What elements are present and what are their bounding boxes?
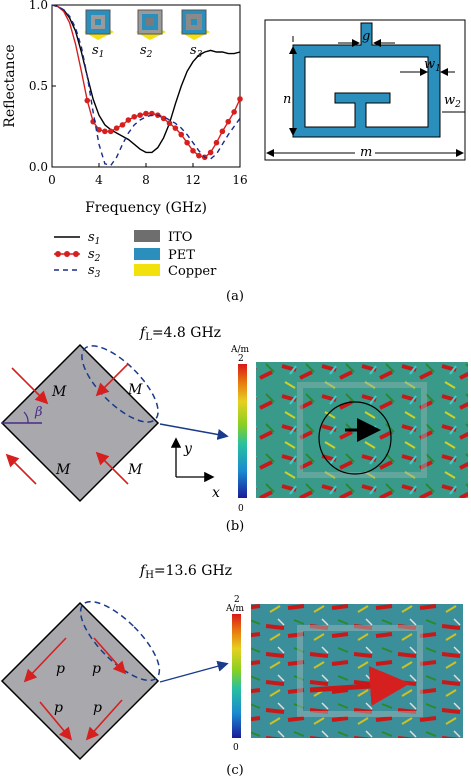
- series-s2-point: [184, 139, 190, 146]
- colorbar-b: A/m 2 0: [230, 345, 250, 514]
- series-s2-point: [143, 110, 149, 117]
- colorbar-c-unit: A/m: [225, 604, 245, 614]
- moment-label-2: M: [127, 382, 143, 398]
- series-s2-point: [225, 118, 232, 125]
- legend-ito-label: ITO: [168, 230, 192, 245]
- current-field-map-low: [256, 362, 468, 498]
- series-s2-point: [96, 126, 102, 133]
- x-tick-label: 0: [48, 173, 56, 187]
- series-layer: [51, 4, 243, 167]
- axis-y-label: y: [183, 441, 193, 457]
- legend-swatch-ito: [134, 230, 160, 242]
- x-tick-label: 12: [185, 173, 200, 187]
- series-s2-point: [125, 117, 132, 123]
- series-s3-line: [51, 4, 241, 167]
- series-s2-point: [172, 125, 179, 131]
- x-tick-label: 8: [142, 173, 150, 187]
- dim-m: m: [360, 145, 372, 160]
- dim-w1: w1: [424, 57, 441, 74]
- moment-p-2: p: [92, 661, 101, 677]
- series-s2-point: [137, 112, 143, 118]
- legend-s1: s1: [88, 230, 100, 247]
- colorbar-c: A/m 2 0: [225, 595, 245, 753]
- structure-s1-image: [84, 9, 114, 40]
- colorbar-b-unit: A/m: [230, 345, 250, 355]
- series-s2-point: [219, 128, 226, 135]
- legend-s3: s3: [88, 263, 101, 280]
- series-s2-point: [231, 109, 237, 115]
- legend-copper-label: Copper: [168, 264, 217, 279]
- series-s2-point: [196, 152, 202, 159]
- structure-s3-image: [180, 9, 210, 40]
- structure-s2-image: [136, 9, 166, 40]
- legend-swatch-copper: [134, 264, 160, 276]
- colorbar-c-min: 0: [233, 743, 239, 753]
- moment-label-4: M: [127, 462, 143, 478]
- legend-swatch-pet: [134, 248, 160, 260]
- y-tick-label: 0.0: [29, 160, 48, 174]
- unit-cell-diagram: g w1 w2 n m: [264, 19, 466, 161]
- beta-label: β: [34, 405, 43, 420]
- panel-b-frequency: fL=4.8 GHz: [139, 325, 221, 343]
- moment-label-3: M: [55, 462, 71, 478]
- structure-s1-label: s1: [92, 43, 104, 60]
- moment-p-3: p: [54, 700, 63, 716]
- colorbar-c-max: 2: [234, 595, 240, 605]
- dim-n: n: [283, 92, 291, 107]
- series-s2-point: [213, 139, 220, 146]
- structure-s2-label: s2: [140, 43, 153, 60]
- series-s2-point: [207, 149, 214, 156]
- panel-c-label: (c): [226, 763, 243, 778]
- series-s2-point: [84, 97, 91, 104]
- moment-p-1: p: [56, 661, 65, 677]
- current-field-map-high: [251, 604, 463, 738]
- colorbar-b-max: 2: [238, 354, 244, 364]
- panel-c-diamond: p p p p: [0, 600, 229, 761]
- series-legend: s1 s2 s3: [54, 230, 101, 280]
- series-s2-point: [166, 120, 173, 127]
- axis-x-label: x: [212, 485, 220, 501]
- axes-indicator: y x: [170, 437, 220, 501]
- panel-b-label: (b): [226, 519, 244, 534]
- series-s2-point: [131, 113, 138, 120]
- series-s2-point: [160, 115, 167, 122]
- series-s2-point: [119, 122, 126, 128]
- reflectance-chart: 0.0 0.5 1.0 0 4 8 12 16 Frequency (GHz) Reflec…: [2, 0, 248, 216]
- moment-p-4: p: [93, 700, 102, 716]
- series-s2-point: [190, 148, 196, 154]
- series-s2-point: [113, 125, 120, 131]
- y-axis-title: Reflectance: [2, 44, 18, 127]
- panel-b-diamond: M M M M β: [0, 343, 229, 503]
- y-axis: 0.0 0.5 1.0: [29, 0, 56, 174]
- series-s2-point: [237, 96, 243, 102]
- y-tick-label: 0.5: [29, 79, 48, 93]
- structure-s3-label: s3: [190, 43, 203, 60]
- panel-c-frequency: fH=13.6 GHz: [139, 563, 232, 581]
- material-legend: ITO PET Copper: [134, 230, 217, 279]
- panel-a-label: (a): [226, 289, 244, 304]
- y-tick-label: 1.0: [29, 0, 48, 12]
- dim-g: g: [362, 29, 370, 44]
- x-tick-label: 4: [95, 173, 103, 187]
- x-axis: 0 4 8 12 16: [48, 163, 248, 187]
- series-s2-point: [107, 128, 114, 135]
- dim-w2: w2: [444, 93, 461, 110]
- series-s2-point: [178, 131, 185, 138]
- legend-pet-label: PET: [168, 248, 195, 263]
- moment-label-1: M: [51, 384, 67, 400]
- x-axis-title: Frequency (GHz): [85, 200, 207, 216]
- series-s2-point: [102, 128, 108, 135]
- legend-s2: s2: [88, 247, 101, 264]
- colorbar-b-min: 0: [238, 504, 244, 514]
- x-tick-label: 16: [232, 173, 247, 187]
- copper-ring-pattern: [292, 22, 441, 138]
